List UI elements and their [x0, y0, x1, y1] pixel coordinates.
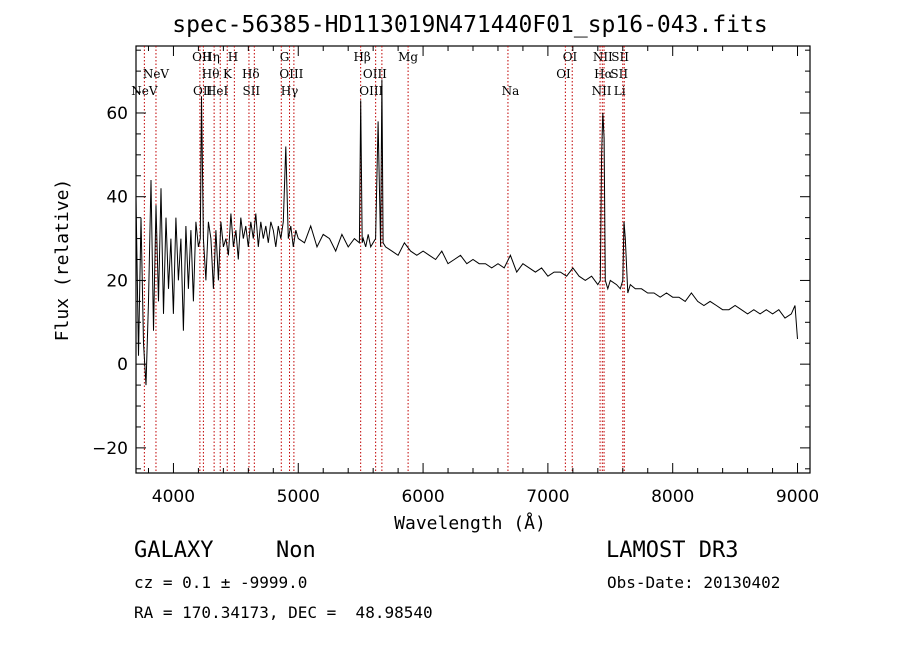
line-label: OIII [279, 67, 303, 81]
line-label: HeI [206, 84, 229, 98]
line-label: Hη [202, 50, 220, 64]
y-tick-label: 20 [106, 271, 128, 291]
chart-title: spec-56385-HD113019N471440F01_sp16-043.f… [172, 12, 767, 38]
line-label: Hγ [281, 84, 299, 98]
line-label: G [280, 50, 290, 64]
x-axis-ticks: 4000 5000 6000 7000 8000 9000 [147, 46, 819, 507]
y-axis-ticks: −20 0 20 40 60 [92, 49, 810, 470]
x-tick-label: 8000 [651, 487, 694, 507]
y-tick-label: 0 [117, 355, 128, 375]
line-label: H [228, 50, 238, 64]
survey-name: LAMOST DR3 [606, 538, 739, 563]
line-label: NII [592, 84, 612, 98]
line-label: NII [593, 50, 613, 64]
obs-date-text: Obs-Date: 20130402 [607, 573, 781, 592]
y-tick-label: 40 [106, 188, 128, 208]
line-label: OI [563, 50, 578, 64]
redshift-text: cz = 0.1 ± -9999.0 [134, 573, 308, 592]
line-label: Hθ [202, 67, 220, 81]
line-label: K [223, 67, 233, 81]
x-tick-label: 6000 [401, 487, 444, 507]
y-axis-label: Flux (relative) [52, 179, 73, 342]
y-tick-label: −20 [92, 439, 128, 459]
x-tick-label: 4000 [152, 487, 195, 507]
object-class: GALAXY [134, 538, 214, 563]
line-label: OIII [359, 84, 383, 98]
line-label: Hδ [242, 67, 260, 81]
x-axis-label: Wavelength (Å) [394, 512, 546, 534]
x-tick-label: 9000 [776, 487, 819, 507]
line-label: OII [192, 50, 212, 64]
x-tick-label: 7000 [526, 487, 569, 507]
line-label: Mg [398, 50, 418, 64]
line-label: Li [614, 84, 626, 98]
line-label: Na [502, 84, 520, 98]
line-label: NeV [143, 67, 170, 81]
x-tick-label: 5000 [277, 487, 320, 507]
emission-line-markers [143, 46, 625, 473]
y-tick-label: 60 [106, 104, 128, 124]
line-label: OIII [363, 67, 387, 81]
object-subclass: Non [276, 538, 316, 563]
line-label: OI [556, 67, 571, 81]
line-label: OII [193, 84, 213, 98]
coordinates-text: RA = 170.34173, DEC = 48.98540 [134, 603, 433, 622]
line-label: SII [242, 84, 260, 98]
line-label: SII [611, 50, 629, 64]
line-label: NeV [131, 84, 158, 98]
line-label: Hα [594, 67, 613, 81]
line-label: SII [610, 67, 628, 81]
line-label: Hβ [353, 50, 370, 64]
spectrum-line [135, 79, 798, 386]
